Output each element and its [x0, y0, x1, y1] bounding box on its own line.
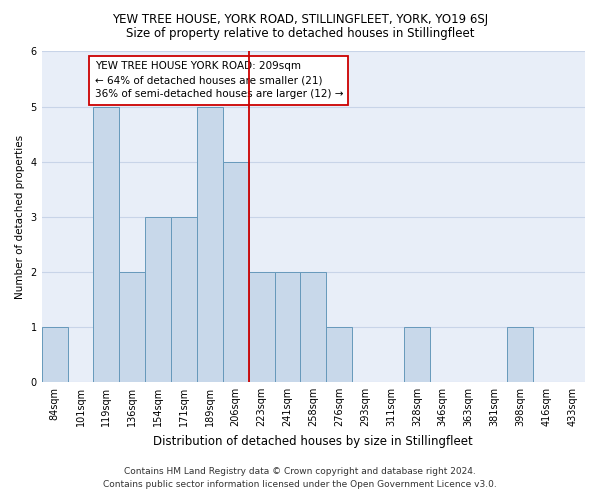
Bar — [301, 272, 326, 382]
Bar — [248, 272, 275, 382]
Bar — [94, 106, 119, 382]
Bar — [119, 272, 145, 382]
Bar — [171, 216, 197, 382]
Bar — [145, 216, 171, 382]
X-axis label: Distribution of detached houses by size in Stillingfleet: Distribution of detached houses by size … — [154, 434, 473, 448]
Bar — [508, 327, 533, 382]
Bar — [326, 327, 352, 382]
Bar — [404, 327, 430, 382]
Text: YEW TREE HOUSE, YORK ROAD, STILLINGFLEET, YORK, YO19 6SJ: YEW TREE HOUSE, YORK ROAD, STILLINGFLEET… — [112, 12, 488, 26]
Bar — [197, 106, 223, 382]
Bar — [223, 162, 248, 382]
Y-axis label: Number of detached properties: Number of detached properties — [15, 134, 25, 299]
Text: Contains HM Land Registry data © Crown copyright and database right 2024.
Contai: Contains HM Land Registry data © Crown c… — [103, 467, 497, 489]
Bar — [41, 327, 68, 382]
Text: Size of property relative to detached houses in Stillingfleet: Size of property relative to detached ho… — [126, 28, 474, 40]
Text: YEW TREE HOUSE YORK ROAD: 209sqm
← 64% of detached houses are smaller (21)
36% o: YEW TREE HOUSE YORK ROAD: 209sqm ← 64% o… — [95, 62, 343, 100]
Bar — [275, 272, 301, 382]
